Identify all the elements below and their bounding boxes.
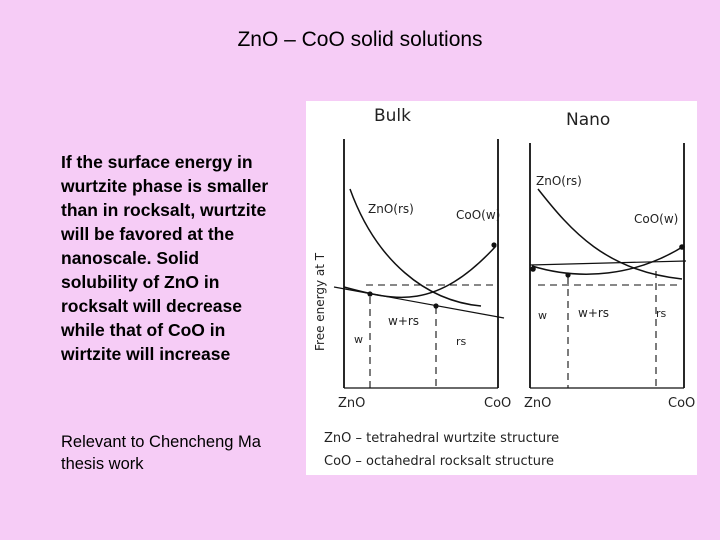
nano-end-point-right [679, 244, 685, 250]
nano-common-tangent [529, 260, 687, 266]
nano-panel-title: Nano [566, 110, 610, 130]
y-axis-label: Free energy at T [313, 252, 327, 351]
nano-end-point-left [530, 266, 536, 272]
nano-left-end-label: ZnO [524, 396, 551, 411]
nano-wurtzite-curve [531, 245, 685, 275]
bulk-rocksalt-curve [349, 188, 482, 307]
slide-title: ZnO – CoO solid solutions [237, 28, 483, 51]
legend-line-zno: ZnO – tetrahedral wurtzite structure [324, 431, 559, 446]
note-text: Relevant to Chencheng Ma thesis work [61, 433, 261, 473]
phase-diagram-figure: Bulk Nano Free energy at T ZnO(rs) Co [306, 101, 697, 475]
nano-region-w: w [538, 309, 547, 322]
legend-line-coo: CoO – octahedral rocksalt structure [324, 454, 554, 469]
nano-right-end-label: CoO [668, 396, 695, 411]
nano-region-mixed: w+rs [578, 306, 609, 320]
bulk-tangent-point-right [433, 303, 439, 309]
bulk-rocksalt-label: ZnO(rs) [368, 202, 414, 216]
bulk-wurtzite-curve [343, 245, 497, 298]
nano-wurtzite-label: CoO(w) [634, 212, 678, 226]
body-text: If the surface energy in wurtzite phase … [61, 152, 269, 364]
bulk-right-end-label: CoO [484, 396, 511, 411]
bulk-region-rs: rs [456, 335, 467, 348]
nano-rocksalt-curve [537, 188, 683, 280]
bulk-tangent-point-left [367, 291, 373, 297]
bulk-common-tangent [333, 286, 505, 319]
nano-rocksalt-label: ZnO(rs) [536, 174, 582, 188]
bulk-region-w: w [354, 333, 363, 346]
nano-panel: ZnO(rs) CoO(w) w w+rs rs ZnO CoO [524, 143, 695, 411]
phase-diagram-svg: Bulk Nano Free energy at T ZnO(rs) Co [313, 106, 695, 469]
nano-region-rs: rs [656, 307, 667, 320]
bulk-panel: ZnO(rs) CoO(w) w w+rs rs ZnO CoO [333, 139, 511, 411]
bulk-wurtzite-label: CoO(w) [456, 208, 500, 222]
bulk-region-mixed: w+rs [388, 314, 419, 328]
bulk-left-end-label: ZnO [338, 396, 365, 411]
bulk-end-point [491, 242, 497, 248]
nano-tangent-point-left [565, 272, 571, 278]
bulk-panel-title: Bulk [374, 106, 411, 126]
